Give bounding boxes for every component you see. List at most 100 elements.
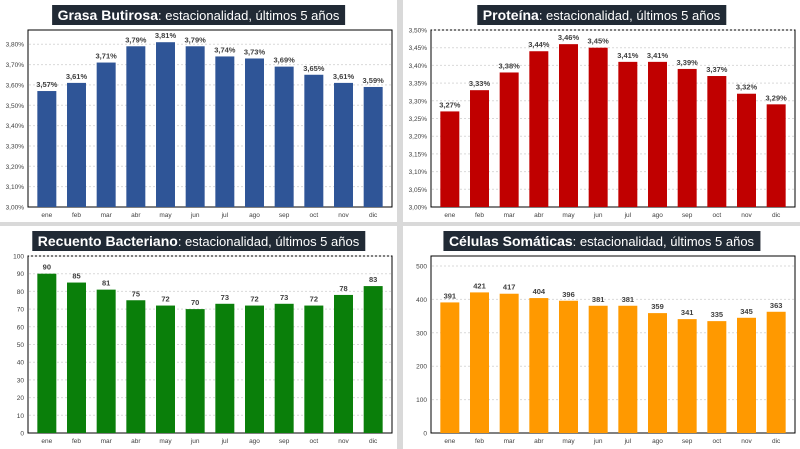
data-label: 359 — [651, 302, 664, 311]
data-label: 3,27% — [439, 100, 461, 109]
data-label: 335 — [711, 310, 724, 319]
bar-sep — [677, 319, 697, 433]
bar-ene — [37, 91, 57, 207]
x-tick-label: feb — [475, 438, 484, 445]
x-tick-label: may — [159, 438, 172, 445]
data-label: 3,46% — [558, 33, 580, 42]
bar-ene — [440, 302, 460, 433]
bar-oct — [304, 305, 324, 433]
x-tick-label: ago — [249, 212, 260, 219]
x-tick-label: jun — [593, 438, 603, 445]
x-tick-label: sep — [682, 212, 693, 219]
bar-oct — [707, 76, 727, 208]
title-bold: Células Somáticas — [448, 233, 573, 249]
x-tick-label: mar — [101, 212, 113, 219]
x-tick-label: ago — [652, 212, 663, 219]
x-tick-label: sep — [682, 438, 693, 445]
bar-ago — [648, 61, 667, 207]
y-tick-label: 3,40% — [6, 123, 25, 130]
x-tick-label: oct — [309, 212, 318, 219]
title-rest: : estacionalidad, últimos 5 años — [157, 8, 340, 23]
title-bold: Grasa Butirosa — [57, 7, 158, 23]
bar-abr — [126, 300, 146, 433]
bar-may — [156, 42, 175, 208]
y-tick-label: 3,50% — [6, 103, 25, 110]
data-label: 3,79% — [125, 35, 147, 44]
x-tick-label: jun — [593, 212, 603, 219]
data-label: 3,61% — [66, 72, 88, 81]
y-tick-label: 3,60% — [6, 82, 25, 89]
bar-dic — [363, 286, 383, 433]
y-tick-label: 400 — [416, 297, 427, 304]
data-label: 72 — [250, 295, 258, 304]
data-label: 73 — [280, 293, 288, 302]
bar-may — [156, 305, 175, 433]
data-label: 3,41% — [647, 51, 669, 60]
y-tick-label: 3,70% — [6, 62, 25, 69]
data-label: 345 — [740, 307, 753, 316]
x-tick-label: ene — [444, 212, 455, 219]
bar-jul — [215, 303, 235, 433]
y-tick-label: 3,20% — [409, 134, 428, 141]
y-tick-label: 100 — [13, 254, 24, 261]
data-label: 381 — [592, 295, 605, 304]
data-label: 3,38% — [499, 61, 521, 70]
data-label: 81 — [102, 279, 110, 288]
bar-sep — [677, 68, 697, 207]
x-tick-label: abr — [534, 212, 544, 219]
bar-nov — [334, 82, 353, 207]
bar-nov — [737, 93, 756, 207]
y-tick-label: 20 — [17, 395, 25, 402]
y-tick-label: 3,30% — [409, 98, 428, 105]
data-label: 391 — [444, 291, 457, 300]
bar-feb — [470, 90, 489, 207]
data-label: 3,57% — [36, 80, 58, 89]
data-label: 3,71% — [96, 52, 118, 61]
y-tick-label: 30 — [17, 377, 25, 384]
chart-grasa-butirosa: Grasa Butirosa: estacionalidad, últimos … — [0, 0, 397, 222]
x-tick-label: dic — [772, 438, 781, 445]
data-label: 3,74% — [214, 45, 236, 54]
bar-oct — [304, 74, 324, 207]
data-label: 3,45% — [588, 37, 610, 46]
data-label: 417 — [503, 283, 516, 292]
bar-ago — [245, 58, 264, 207]
chart-proteina: Proteína: estacionalidad, últimos 5 años… — [403, 0, 800, 222]
y-tick-label: 3,40% — [409, 63, 428, 70]
x-tick-label: jul — [624, 212, 632, 219]
x-tick-label: nov — [338, 438, 349, 445]
y-tick-label: 3,00% — [409, 205, 428, 212]
data-label: 396 — [562, 290, 575, 299]
y-tick-label: 90 — [17, 271, 25, 278]
bar-ene — [440, 111, 460, 207]
bar-abr — [529, 298, 549, 433]
x-tick-label: nov — [338, 212, 349, 219]
y-tick-label: 3,10% — [6, 184, 25, 191]
data-label: 3,81% — [155, 31, 177, 40]
x-tick-label: jul — [221, 438, 229, 445]
bar-may — [559, 44, 578, 207]
title-rest: : estacionalidad, últimos 5 años — [572, 234, 755, 249]
chart-svg: 3,00% 3,05% 3,10% 3,15% 3,20% 3,25% 3,30% 3,35%… — [409, 28, 796, 219]
y-tick-label: 3,30% — [6, 143, 25, 150]
x-tick-label: feb — [72, 438, 81, 445]
x-tick-label: oct — [712, 212, 721, 219]
y-tick-label: 3,00% — [6, 205, 25, 212]
data-label: 3,59% — [363, 76, 385, 85]
data-label: 78 — [339, 284, 347, 293]
x-tick-label: abr — [534, 438, 544, 445]
bar-ene — [37, 273, 57, 433]
data-label: 3,69% — [274, 56, 296, 65]
chart-title: Grasa Butirosa: estacionalidad, últimos … — [51, 5, 346, 25]
x-tick-label: jun — [190, 438, 200, 445]
bar-mar — [96, 62, 116, 207]
bar-abr — [126, 46, 146, 207]
data-label: 83 — [369, 275, 377, 284]
x-tick-label: may — [562, 212, 575, 219]
data-label: 3,61% — [333, 72, 355, 81]
y-tick-label: 3,15% — [409, 151, 428, 158]
chart-title: Recuento Bacteriano: estacionalidad, últ… — [31, 231, 366, 251]
y-tick-label: 3,45% — [409, 45, 428, 52]
title-rest: : estacionalidad, últimos 5 años — [177, 234, 360, 249]
bar-sep — [274, 66, 294, 207]
